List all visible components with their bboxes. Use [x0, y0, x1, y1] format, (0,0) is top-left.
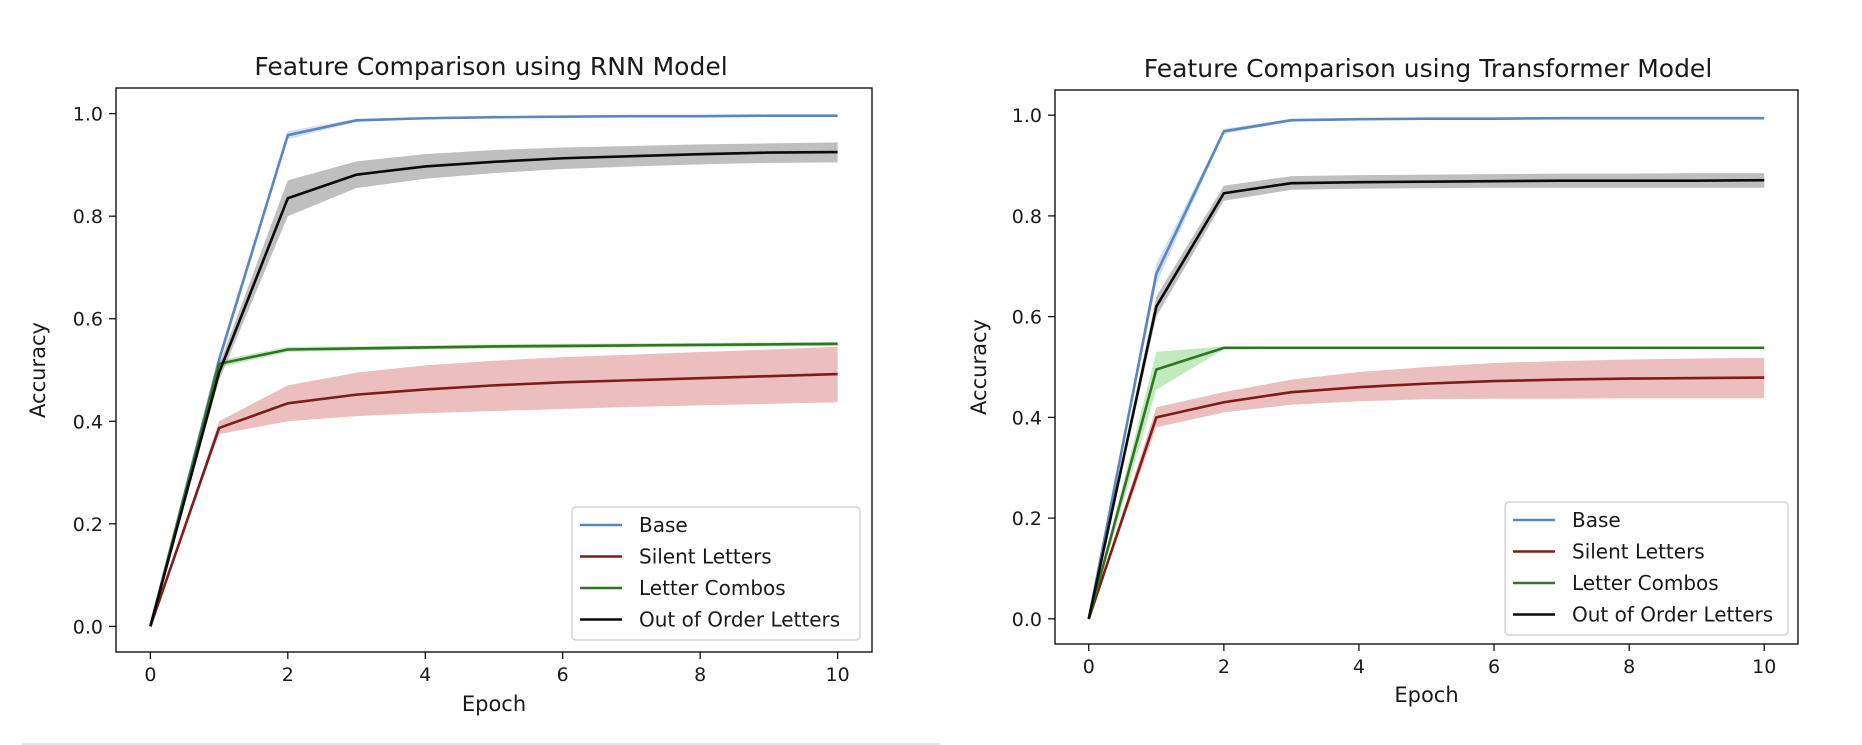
transformer-y-axis-label: Accuracy — [967, 319, 991, 415]
rnn-x-tick-label: 8 — [694, 664, 706, 686]
rnn-y-tick-label: 0.2 — [73, 514, 103, 536]
transformer-chart-title: Feature Comparison using Transformer Mod… — [1144, 54, 1713, 83]
transformer-line-out-of-order-letters — [1087, 178, 1765, 620]
transformer-x-tick-label: 2 — [1218, 656, 1230, 678]
rnn-y-axis: 0.0 0.2 0.4 0.6 0.8 1.0 — [73, 104, 116, 638]
rnn-chart-panel: Feature Comparison using RNN Model 0 2 4 6 8… — [26, 52, 873, 716]
rnn-legend-label-out-of-order-letters: Out of Order Letters — [639, 608, 840, 632]
rnn-x-axis-label: Epoch — [462, 692, 526, 716]
rnn-legend-label-base: Base — [639, 513, 688, 537]
rnn-y-tick-label: 1.0 — [73, 104, 103, 126]
rnn-chart-title: Feature Comparison using RNN Model — [254, 52, 727, 81]
transformer-line-silent-letters — [1087, 376, 1765, 620]
rnn-confidence-bands — [150, 114, 838, 627]
rnn-y-tick-label: 0.6 — [73, 309, 103, 331]
transformer-chart-panel: Feature Comparison using Transformer Mod… — [967, 54, 1799, 707]
transformer-x-tick-label: 6 — [1488, 656, 1500, 678]
rnn-x-axis: 0 2 4 6 8 10 — [144, 652, 850, 686]
rnn-y-tick-label: 0.0 — [73, 616, 103, 638]
rnn-line-out-of-order-letters — [149, 150, 838, 627]
transformer-y-tick-label: 0.2 — [1012, 508, 1042, 530]
transformer-y-tick-label: 0.8 — [1012, 206, 1042, 228]
transformer-x-tick-label: 4 — [1353, 656, 1365, 678]
rnn-y-tick-label: 0.8 — [73, 206, 103, 228]
rnn-x-tick-label: 4 — [419, 664, 431, 686]
rnn-x-tick-label: 6 — [557, 664, 569, 686]
transformer-line-letter-combos — [1087, 346, 1765, 620]
rnn-legend-label-letter-combos: Letter Combos — [639, 576, 786, 600]
transformer-x-tick-label: 10 — [1752, 656, 1776, 678]
transformer-y-tick-label: 1.0 — [1012, 105, 1042, 127]
transformer-band-silent-letters — [1088, 357, 1765, 619]
transformer-x-tick-label: 0 — [1083, 656, 1095, 678]
rnn-plot-frame — [115, 87, 873, 653]
transformer-legend-label-letter-combos: Letter Combos — [1572, 571, 1719, 595]
rnn-band-silent-letters — [150, 346, 838, 627]
transformer-y-tick-label: 0.4 — [1012, 407, 1042, 429]
transformer-x-axis-label: Epoch — [1394, 683, 1458, 707]
rnn-y-tick-label: 0.4 — [73, 411, 103, 433]
transformer-line-base — [1087, 116, 1765, 620]
transformer-x-tick-label: 8 — [1623, 656, 1635, 678]
transformer-legend-label-base: Base — [1572, 508, 1621, 532]
rnn-series-lines — [149, 114, 838, 627]
transformer-series-lines — [1087, 116, 1765, 620]
transformer-legend-box — [1504, 501, 1789, 636]
transformer-plot-frame — [1054, 89, 1799, 645]
rnn-legend-box — [571, 506, 861, 641]
transformer-y-tick-label: 0.6 — [1012, 307, 1042, 329]
transformer-y-tick-label: 0.0 — [1012, 609, 1042, 631]
rnn-line-base — [149, 114, 838, 627]
rnn-legend: Base Silent Letters Letter Combos Out of Or… — [571, 506, 861, 641]
rnn-x-tick-label: 10 — [826, 664, 850, 686]
rnn-line-letter-combos — [149, 342, 838, 627]
rnn-y-axis-label: Accuracy — [26, 322, 50, 418]
rnn-x-tick-label: 0 — [144, 664, 156, 686]
rnn-x-tick-label: 2 — [282, 664, 294, 686]
transformer-legend-label-silent-letters: Silent Letters — [1572, 540, 1705, 564]
rnn-legend-label-silent-letters: Silent Letters — [639, 545, 772, 569]
rnn-line-silent-letters — [149, 372, 838, 627]
transformer-legend: Base Silent Letters Letter Combos Out of Or… — [1504, 501, 1789, 636]
transformer-legend-label-out-of-order-letters: Out of Order Letters — [1572, 603, 1773, 627]
transformer-x-axis: 0 2 4 6 8 10 — [1083, 644, 1776, 678]
transformer-y-axis: 0.0 0.2 0.4 0.6 0.8 1.0 — [1012, 105, 1055, 631]
